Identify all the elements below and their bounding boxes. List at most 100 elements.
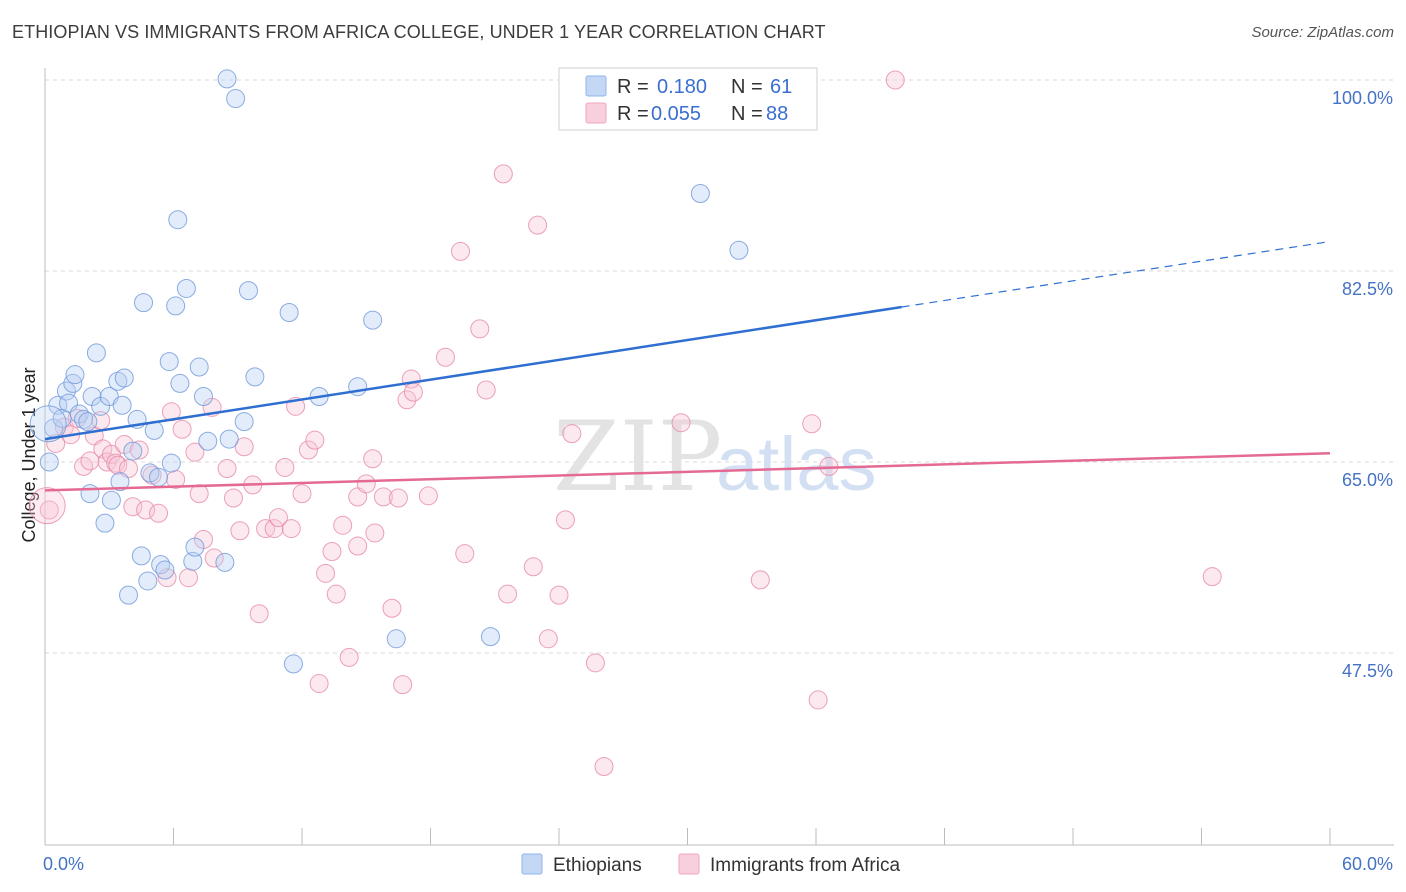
- immigrants-point: [562, 424, 582, 444]
- bottom-legend-label-immigrants: Immigrants from Africa: [710, 855, 900, 876]
- trend-lines: [44, 240, 1331, 492]
- ethiopians-point: [112, 395, 132, 415]
- legend-n-value-2: 88: [766, 103, 788, 125]
- ethiopians-point: [101, 490, 121, 510]
- legend-n-label-1: N =: [731, 76, 763, 98]
- ethiopians-point: [140, 463, 160, 483]
- immigrants-point: [217, 459, 237, 479]
- ethiopians-point: [226, 89, 246, 109]
- immigrants-point: [74, 456, 94, 476]
- immigrants-point: [223, 488, 243, 508]
- immigrants-point: [671, 413, 691, 433]
- gridlines: [45, 79, 1394, 654]
- immigrants-point: [750, 570, 770, 590]
- immigrants-point: [538, 629, 558, 649]
- immigrants-point: [523, 557, 543, 577]
- ethiopians-point: [219, 429, 239, 449]
- legend-n-value-1: 61: [770, 76, 792, 98]
- immigrants-point: [382, 598, 402, 618]
- immigrants-point: [178, 568, 198, 588]
- immigrants-point: [585, 653, 605, 673]
- ethiopians-point: [114, 368, 134, 388]
- immigrants-point: [204, 548, 224, 568]
- ethiopians-trend-line: [44, 305, 902, 441]
- immigrants-point: [234, 437, 254, 457]
- ethiopians-point: [80, 484, 100, 504]
- ethiopians-point: [131, 546, 151, 566]
- ethiopians-trend-extension: [901, 240, 1331, 308]
- immigrants-point: [333, 515, 353, 535]
- ethiopians-point: [149, 467, 169, 487]
- immigrants-point: [549, 585, 569, 605]
- y-tick-label: 47.5%: [1342, 661, 1393, 681]
- legend-r-value-2: 0.055: [651, 103, 701, 125]
- immigrants-point: [388, 488, 408, 508]
- immigrants-point: [264, 519, 284, 539]
- immigrants-point: [136, 500, 156, 520]
- ethiopians-point: [279, 302, 299, 322]
- correlation-legend: R = 0.180 N = 61 R = 0.055 N = 88: [558, 67, 818, 131]
- ethiopians-point: [170, 373, 190, 393]
- immigrants-point: [268, 508, 288, 528]
- immigrants-point: [528, 215, 548, 235]
- immigrants-point: [101, 444, 121, 464]
- ethiopians-point: [110, 472, 130, 492]
- immigrants-point: [455, 544, 475, 564]
- ethiopians-point: [189, 357, 209, 377]
- series-legend: Ethiopians Immigrants from Africa: [521, 853, 900, 876]
- y-tick-label: 82.5%: [1342, 279, 1393, 299]
- y-tick-label: 100.0%: [1332, 88, 1393, 108]
- ethiopians-point: [215, 552, 235, 572]
- immigrants-point: [397, 390, 417, 410]
- immigrants-point: [594, 757, 614, 777]
- immigrants-point: [189, 484, 209, 504]
- immigrants-point: [470, 319, 490, 339]
- immigrants-point: [339, 647, 359, 667]
- immigrants-point: [129, 440, 149, 460]
- immigrants-point: [249, 604, 269, 624]
- ethiopians-point: [183, 551, 203, 571]
- ethiopians-point: [56, 381, 76, 401]
- x-tick-label-min: 0.0%: [43, 854, 84, 874]
- ethiopians-point: [217, 69, 237, 89]
- watermark-atlas: atlas: [716, 422, 877, 507]
- immigrants-point: [1202, 567, 1222, 587]
- immigrants-point: [476, 380, 496, 400]
- ethiopians-point: [480, 627, 500, 647]
- bottom-legend-swatch-immigrants: [678, 853, 700, 875]
- immigrants-point: [281, 519, 301, 539]
- watermark-zip: ZIP: [553, 401, 722, 513]
- series-immigrants-from-africa: [28, 70, 1222, 777]
- immigrants-point: [885, 70, 905, 90]
- immigrants-point: [172, 419, 192, 439]
- ethiopians-point: [363, 310, 383, 330]
- ethiopians-point: [283, 654, 303, 674]
- ethiopians-point: [78, 412, 98, 432]
- legend-swatch-ethiopians: [585, 75, 607, 97]
- chart-title: ETHIOPIAN VS IMMIGRANTS FROM AFRICA COLL…: [12, 22, 826, 42]
- ethiopians-point: [159, 352, 179, 372]
- ethiopians-point: [123, 441, 143, 461]
- immigrants-point: [322, 541, 342, 561]
- ethiopians-point: [193, 387, 213, 407]
- bottom-legend-swatch-ethiopians: [521, 853, 543, 875]
- immigrants-point: [808, 690, 828, 710]
- ethiopians-point: [155, 560, 175, 580]
- ethiopians-point: [161, 453, 181, 473]
- legend-r-label-1: R =: [617, 76, 649, 98]
- immigrants-point: [305, 430, 325, 450]
- immigrants-point: [298, 440, 318, 460]
- ethiopians-point: [134, 293, 154, 313]
- immigrants-point: [108, 455, 128, 475]
- immigrants-point: [275, 457, 295, 477]
- ethiopians-point: [386, 629, 406, 649]
- y-axis-label: College, Under 1 year: [19, 367, 39, 542]
- x-ticks: [44, 828, 1331, 845]
- ethiopians-point: [234, 412, 254, 432]
- y-tick-labels: 47.5% 65.0% 82.5% 100.0%: [1332, 88, 1393, 681]
- bottom-legend-label-ethiopians: Ethiopians: [553, 855, 642, 876]
- ethiopians-point: [138, 571, 158, 591]
- ethiopians-point: [729, 240, 749, 260]
- legend-n-label-2: N =: [731, 103, 763, 125]
- immigrants-point: [316, 563, 336, 583]
